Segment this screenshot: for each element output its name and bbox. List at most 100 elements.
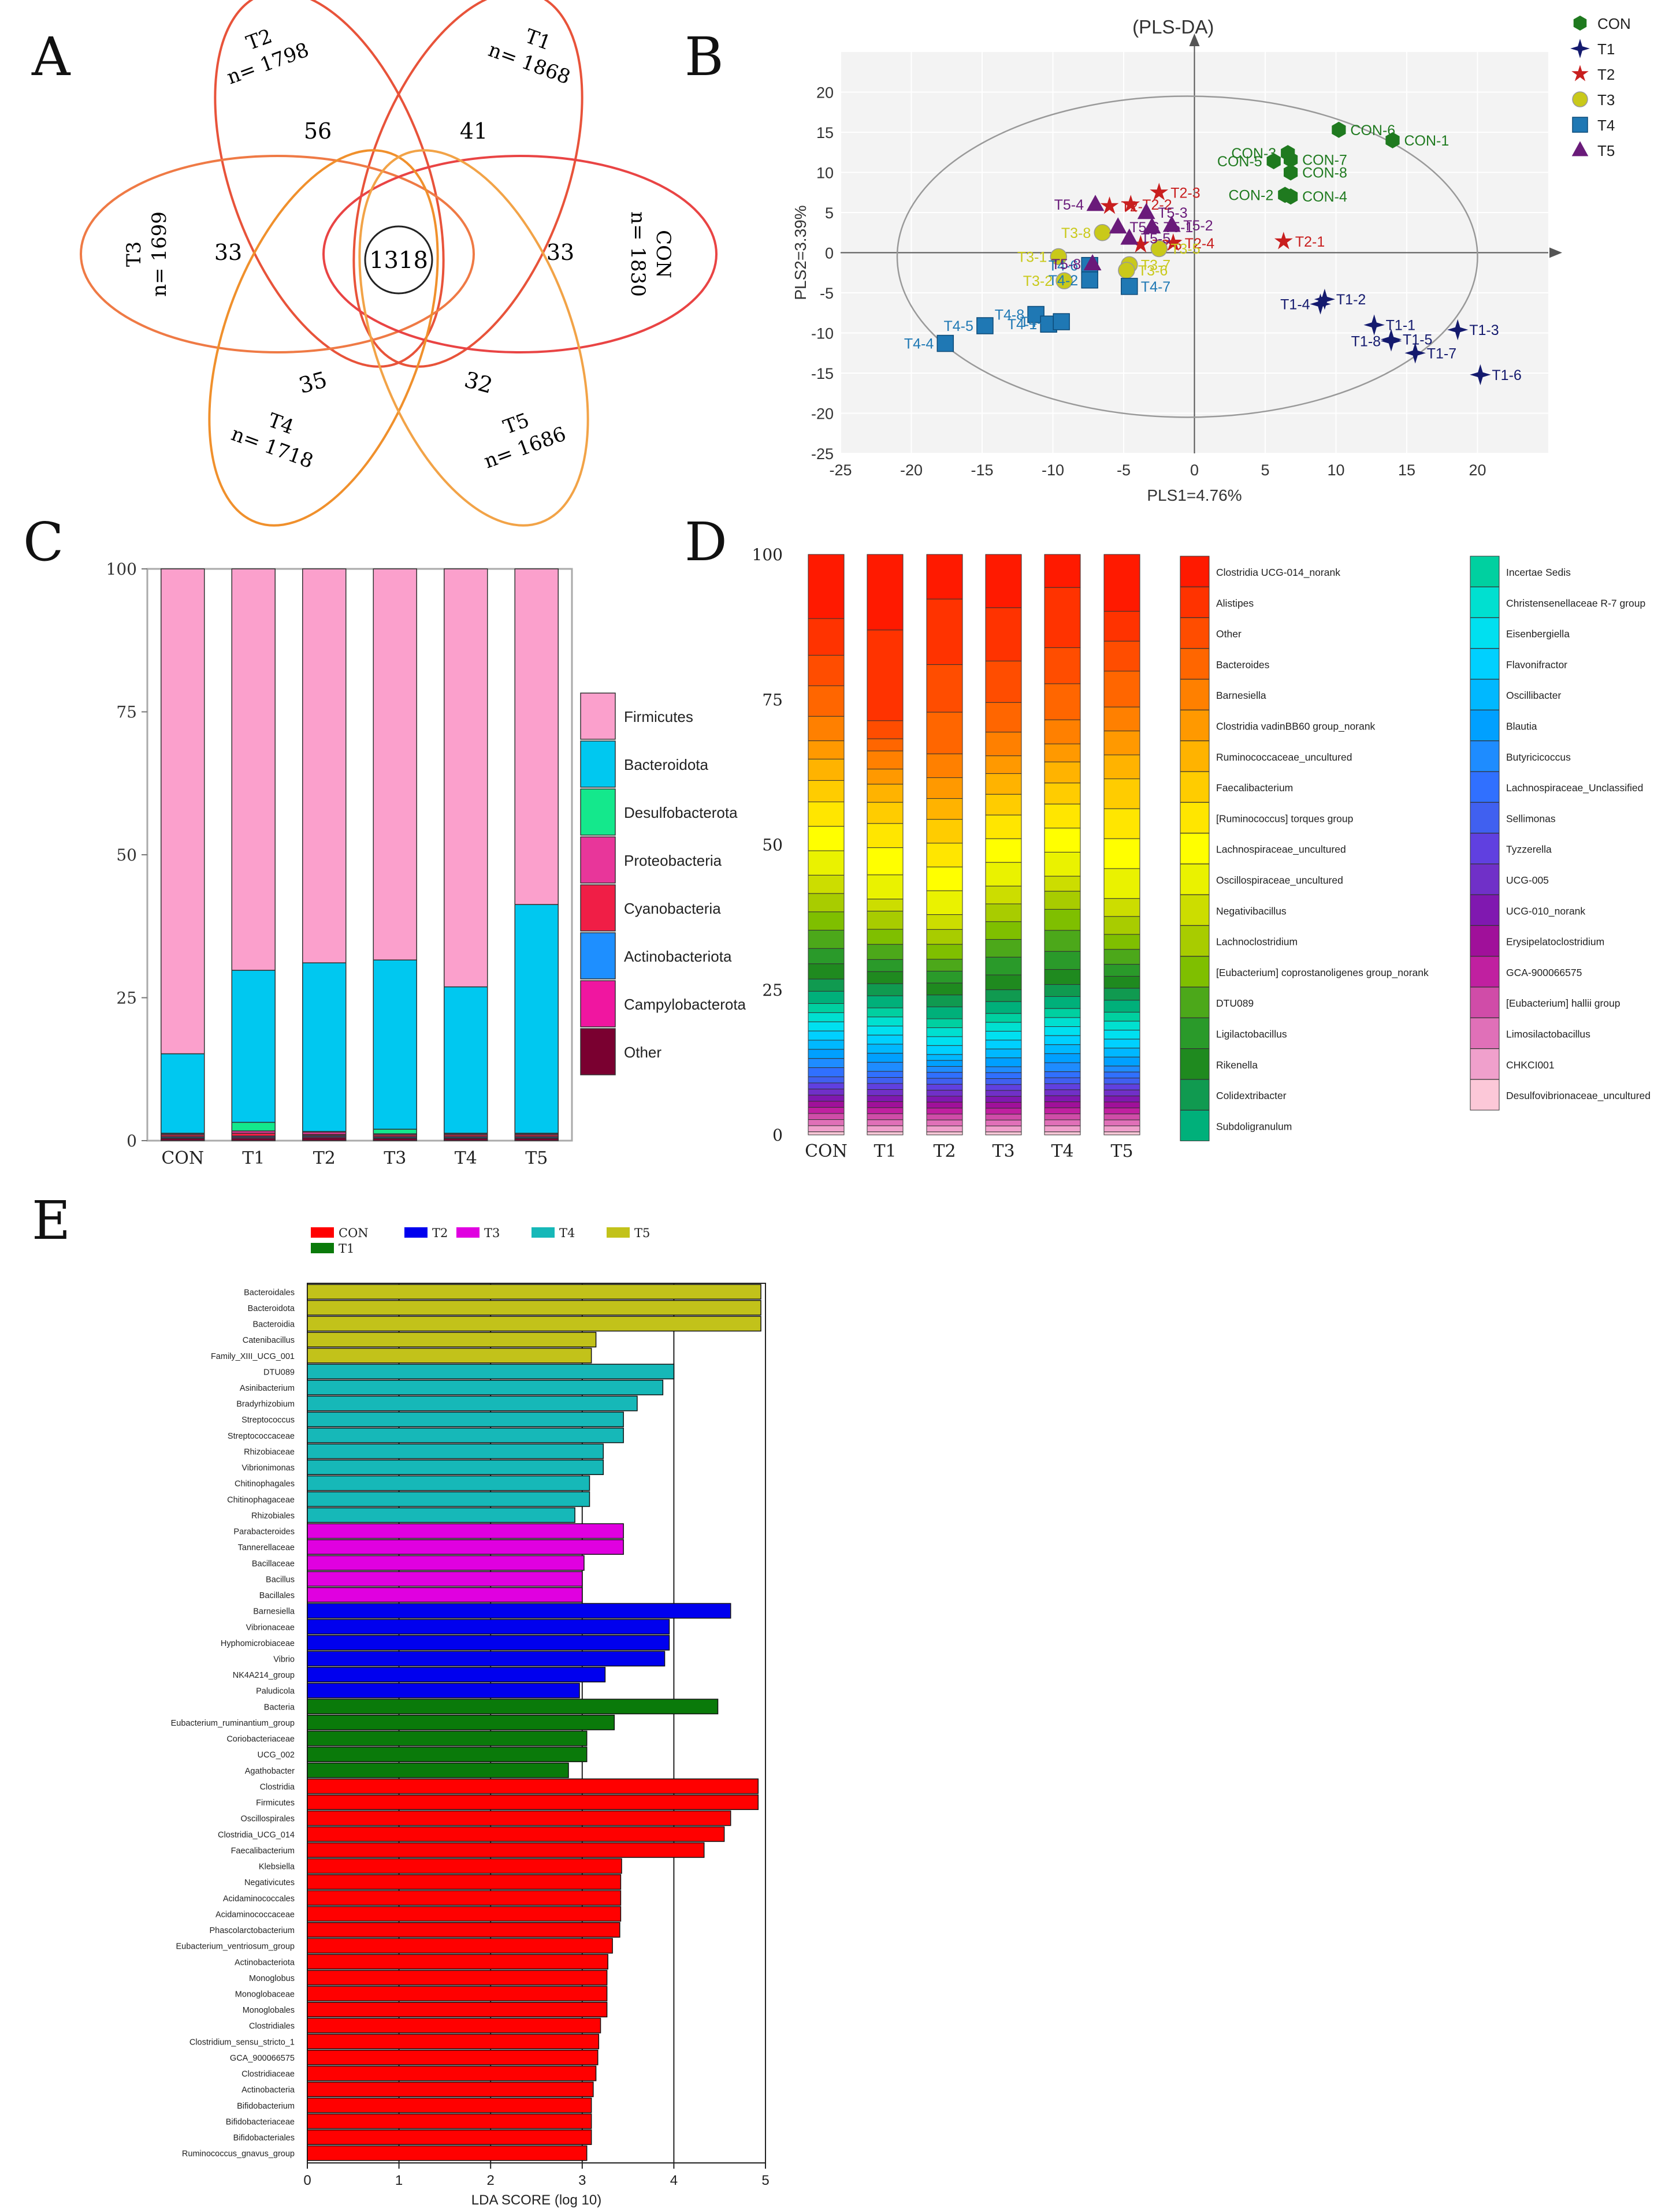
bar-segment <box>867 1131 904 1135</box>
legend-swatch <box>1470 833 1500 865</box>
bar-label: Oscillospirales <box>241 1815 295 1824</box>
bar-segment <box>1103 916 1140 935</box>
bar-segment <box>1103 934 1140 950</box>
x-tick-label: 5 <box>1261 461 1269 479</box>
legend-label: Desulfovibrionaceae_uncultured <box>1506 1090 1651 1102</box>
legend-swatch-other <box>580 1028 616 1075</box>
bar-segment <box>808 850 845 876</box>
bar-segment <box>808 716 845 742</box>
x-tick-label: 5 <box>761 2173 769 2188</box>
bar-segment-firmicutes <box>231 568 276 971</box>
venn-ellipse-t4 <box>208 149 439 527</box>
bar-label: Actinobacteriota <box>235 1958 295 1967</box>
legend-swatch <box>1470 586 1500 618</box>
bar-segment <box>1103 868 1140 899</box>
legend-swatch-proteobacteria <box>580 836 616 884</box>
bar-segment <box>985 814 1022 839</box>
bar-label: Eubacterium_ventriosum_group <box>176 1942 295 1952</box>
point-label: T1-2 <box>1336 292 1366 308</box>
bar-segment <box>867 630 904 721</box>
stacked-bar-t2 <box>926 554 963 1135</box>
bar-segment <box>985 732 1022 757</box>
square-marker <box>1053 313 1070 330</box>
y-tick-label: 50 <box>762 836 783 855</box>
star4-marker <box>1570 39 1590 58</box>
legend-label: Subdoligranulum <box>1216 1120 1292 1132</box>
bar-segment <box>867 802 904 824</box>
legend-label: Clostridia UCG-014_norank <box>1216 567 1340 579</box>
legend-label: T2 <box>432 1226 448 1240</box>
square-marker <box>976 317 994 334</box>
bar-label: Acidaminococcaceae <box>215 1910 295 1919</box>
bar-label: Parabacteroides <box>233 1528 295 1537</box>
bar-segment <box>1044 743 1081 762</box>
star-marker <box>1150 183 1169 200</box>
legend-swatch <box>1180 679 1210 710</box>
lda-bar <box>307 2097 592 2113</box>
y-tick-label: -20 <box>811 405 834 423</box>
stacked-bar-con <box>808 554 845 1135</box>
point-label: CON-1 <box>1404 133 1449 149</box>
bar-segment <box>1044 891 1081 910</box>
x-tick-label: T2 <box>933 1141 956 1161</box>
y-tick-label: 25 <box>116 989 137 1008</box>
legend-label: Incertae Sedis <box>1506 567 1571 578</box>
legend-label: Bacteroides <box>1216 659 1270 671</box>
bar-segment <box>867 720 904 739</box>
venn-set-label-t3: T3 n= 1699 <box>122 211 171 297</box>
legend-swatch <box>1470 1048 1500 1080</box>
legend-swatch <box>1180 771 1210 803</box>
bar-segment <box>808 780 845 802</box>
legend-swatch <box>1180 863 1210 895</box>
legend-label: UCG-005 <box>1506 874 1549 886</box>
bar-segment <box>1044 1131 1081 1135</box>
bar-segment <box>985 885 1022 904</box>
point-label: T3-7 <box>1141 257 1170 273</box>
triangle-marker <box>1083 254 1102 271</box>
star4-marker <box>1404 342 1426 364</box>
lda-bar <box>307 1746 588 1763</box>
bar-segment <box>808 554 845 619</box>
bar-segment <box>926 777 963 799</box>
legend-label: Colidextribacter <box>1216 1090 1287 1101</box>
bar-label: Barnesiella <box>253 1607 295 1617</box>
bar-label: Agathobacter <box>245 1767 295 1776</box>
legend-label: T1 <box>1597 40 1615 58</box>
circle-marker <box>1572 91 1588 107</box>
hexagon-marker <box>1284 164 1298 181</box>
legend-swatch <box>531 1227 555 1238</box>
lda-bar <box>307 1938 613 1954</box>
legend-label: T4 <box>559 1226 575 1240</box>
lda-bar <box>307 1299 761 1316</box>
bar-segment <box>867 874 904 900</box>
bar-label: Bacillus <box>266 1575 295 1584</box>
hexagon-marker <box>1284 188 1298 205</box>
point-label: CON-4 <box>1302 189 1347 205</box>
lda-bar <box>307 1778 759 1794</box>
square-marker <box>1572 117 1588 133</box>
x-tick-label: 0 <box>303 2173 311 2188</box>
bar-segment-firmicutes <box>373 568 417 960</box>
bar-label: Vibrionimonas <box>241 1464 295 1473</box>
lda-bar <box>307 1332 597 1348</box>
bar-segment-bacteroidota <box>302 962 347 1132</box>
point-label: T3-6 <box>1138 263 1168 279</box>
legend-label: Erysipelatoclostridium <box>1506 936 1604 948</box>
legend-label: GCA-900066575 <box>1506 967 1582 978</box>
bar-label: Bacteroidia <box>252 1320 295 1330</box>
bar-label: Hyphomicrobiaceae <box>221 1639 295 1648</box>
bar-label: Firmicutes <box>256 1798 295 1808</box>
point-label: T4-3 <box>1020 314 1050 330</box>
legend-label: T1 <box>339 1242 354 1256</box>
legend-swatch <box>1180 1048 1210 1080</box>
legend-swatch-campylobacterota <box>580 980 616 1027</box>
x-tick-label: T4 <box>1051 1141 1073 1161</box>
x-tick-label: -10 <box>1042 461 1064 479</box>
y-tick-label: 100 <box>106 560 137 579</box>
bar-segment-bacteroidota <box>514 904 559 1134</box>
legend-swatch <box>456 1227 480 1238</box>
legend-swatch-cyanobacteria <box>580 884 616 932</box>
